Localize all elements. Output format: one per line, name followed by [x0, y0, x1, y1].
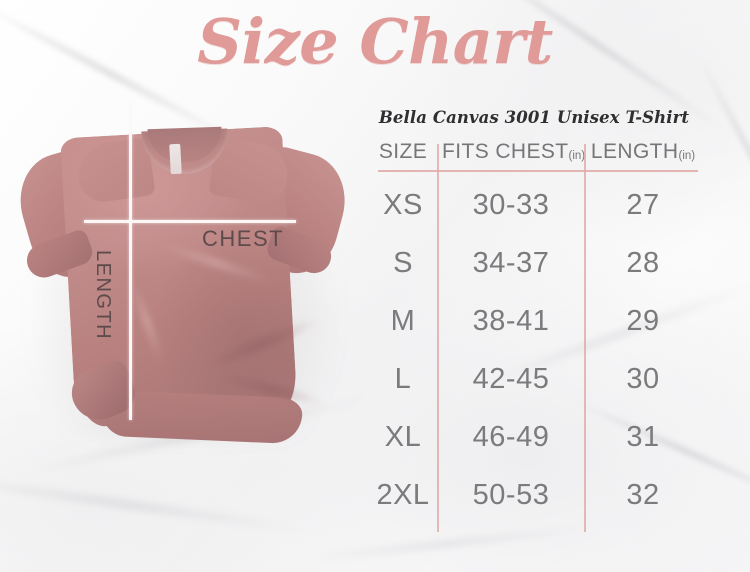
- column-header-chest-label: FITS CHEST: [442, 140, 569, 163]
- column-divider-1: [437, 144, 439, 532]
- length-cell: 27: [626, 188, 660, 221]
- chart-subtitle: Bella Canvas 3001 Unisex T-Shirt: [378, 108, 690, 127]
- length-measure-line: [129, 102, 132, 420]
- column-header-chest-unit: (in): [568, 150, 586, 162]
- chest-cell: 34-37: [472, 246, 550, 279]
- size-cell: S: [393, 246, 413, 279]
- chest-cell: 30-33: [472, 188, 550, 221]
- length-cell: 31: [626, 420, 660, 453]
- table-row: M 38-41 29: [370, 292, 700, 350]
- tshirt-illustration: CHEST LENGTH: [6, 102, 358, 460]
- table-header-row: SIZE FITS CHEST(in) LENGTH(in): [370, 140, 700, 166]
- tshirt-photo: CHEST LENGTH: [6, 102, 358, 460]
- column-header-length: LENGTH(in): [586, 140, 700, 164]
- table-row: XL 46-49 31: [370, 408, 700, 466]
- size-cell: L: [394, 362, 412, 395]
- size-cell: 2XL: [376, 478, 430, 511]
- table-row: 2XL 50-53 32: [370, 466, 700, 524]
- column-header-chest: FITS CHEST(in): [442, 140, 585, 164]
- chest-cell: 50-53: [472, 478, 550, 511]
- chest-measure-line: [84, 220, 296, 223]
- column-header-size-label: SIZE: [378, 140, 428, 163]
- size-cell: M: [390, 304, 416, 337]
- size-cell: XL: [384, 420, 422, 453]
- page-title: Size Chart: [197, 5, 553, 78]
- length-cell: 32: [626, 478, 660, 511]
- table-row: S 34-37 28: [370, 234, 700, 292]
- column-header-size: SIZE: [370, 140, 436, 164]
- column-header-length-label: LENGTH: [590, 140, 679, 163]
- length-label: LENGTH: [92, 250, 114, 341]
- tshirt-brand-tag: [169, 143, 182, 175]
- table-row: L 42-45 30: [370, 350, 700, 408]
- length-cell: 30: [626, 362, 660, 395]
- chest-cell: 46-49: [472, 420, 550, 453]
- header-divider: [378, 170, 698, 172]
- size-chart-table: Bella Canvas 3001 Unisex T-Shirt SIZE FI…: [370, 104, 700, 544]
- length-cell: 28: [626, 246, 660, 279]
- column-divider-2: [584, 144, 586, 532]
- table-row: XS 30-33 27: [370, 176, 700, 234]
- chest-label: CHEST: [202, 226, 285, 251]
- chest-cell: 42-45: [472, 362, 550, 395]
- column-header-length-unit: (in): [678, 150, 696, 162]
- chest-cell: 38-41: [472, 304, 550, 337]
- length-cell: 29: [626, 304, 660, 337]
- size-cell: XS: [383, 188, 423, 221]
